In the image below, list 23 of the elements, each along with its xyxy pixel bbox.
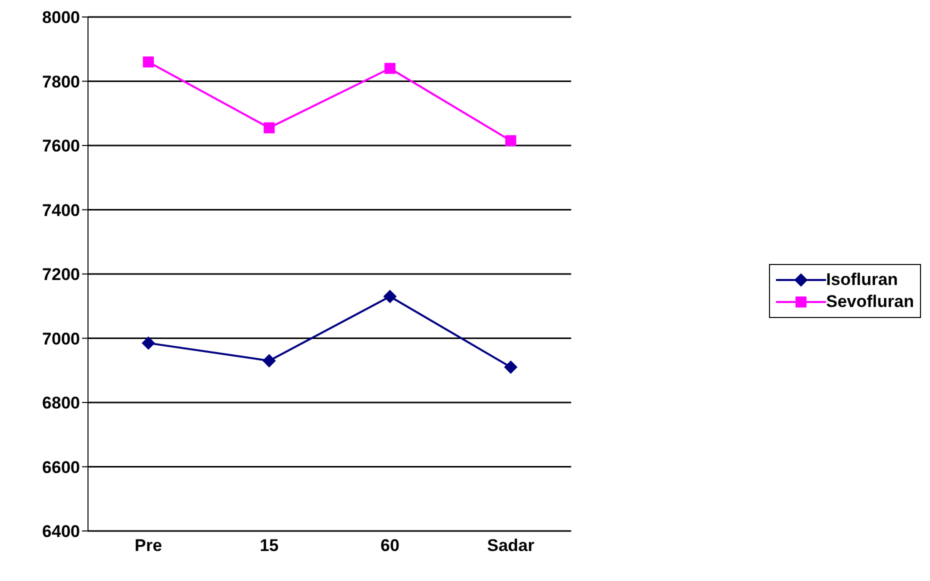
y-tick-label: 7400 <box>42 200 80 220</box>
point <box>264 122 275 134</box>
x-tick-label: 15 <box>260 536 279 556</box>
point <box>505 135 516 146</box>
point <box>504 360 518 374</box>
point <box>142 56 154 68</box>
y-tick-label: 6600 <box>42 458 80 477</box>
y-tick-label: 7800 <box>42 72 80 92</box>
x-tick-label: 60 <box>380 536 400 556</box>
y-tick-label: 7600 <box>42 136 80 156</box>
legend-label: Sevofluran <box>826 292 914 312</box>
y-tick-label: 6800 <box>42 394 80 413</box>
point <box>384 62 396 74</box>
legend-label: Isofluran <box>826 270 898 290</box>
y-tick-label: 7000 <box>42 329 80 348</box>
y-tick-label: 8000 <box>42 8 80 28</box>
point <box>142 336 155 350</box>
point <box>262 354 276 368</box>
point <box>383 290 396 303</box>
x-tick-label: Sadar <box>487 536 535 556</box>
y-tick-label: 7200 <box>42 265 80 284</box>
x-tick-label: Pre <box>134 536 162 556</box>
y-tick-label: 6400 <box>42 522 80 542</box>
